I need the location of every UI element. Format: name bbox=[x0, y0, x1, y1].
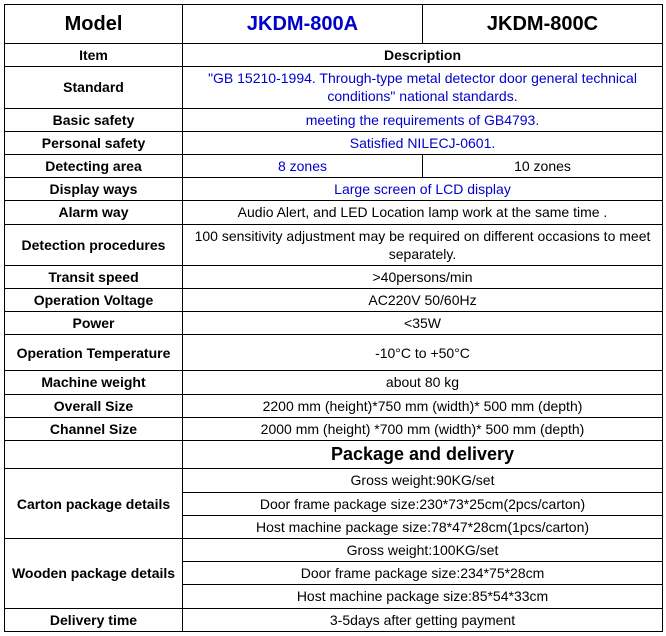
row-item: Item Description bbox=[5, 44, 663, 67]
value-wooden-1: Gross weight:100KG/set bbox=[183, 538, 663, 561]
value-detection-proc: 100 sensitivity adjustment may be requir… bbox=[183, 224, 663, 265]
row-package-section: Package and delivery bbox=[5, 441, 663, 469]
value-carton-3: Host machine package size:78*47*28cm(1pc… bbox=[183, 515, 663, 538]
row-op-temp: Operation Temperature -10°C to +50°C bbox=[5, 335, 663, 371]
row-power: Power <35W bbox=[5, 312, 663, 335]
row-standard: Standard "GB 15210-1994. Through-type me… bbox=[5, 67, 663, 108]
value-op-voltage: AC220V 50/60Hz bbox=[183, 289, 663, 312]
model-label: Model bbox=[5, 5, 183, 44]
label-delivery: Delivery time bbox=[5, 608, 183, 631]
label-overall-size: Overall Size bbox=[5, 394, 183, 417]
value-detecting-area-a: 8 zones bbox=[183, 154, 423, 177]
value-overall-size: 2200 mm (height)*750 mm (width)* 500 mm … bbox=[183, 394, 663, 417]
label-machine-weight: Machine weight bbox=[5, 371, 183, 394]
label-personal-safety: Personal safety bbox=[5, 131, 183, 154]
row-channel-size: Channel Size 2000 mm (height) *700 mm (w… bbox=[5, 417, 663, 440]
label-standard: Standard bbox=[5, 67, 183, 108]
value-personal-safety: Satisfied NILECJ-0601. bbox=[183, 131, 663, 154]
value-carton-2: Door frame package size:230*73*25cm(2pcs… bbox=[183, 492, 663, 515]
value-wooden-2: Door frame package size:234*75*28cm bbox=[183, 562, 663, 585]
row-detection-proc: Detection procedures 100 sensitivity adj… bbox=[5, 224, 663, 265]
value-transit-speed: >40persons/min bbox=[183, 265, 663, 288]
row-overall-size: Overall Size 2200 mm (height)*750 mm (wi… bbox=[5, 394, 663, 417]
label-channel-size: Channel Size bbox=[5, 417, 183, 440]
row-basic-safety: Basic safety meeting the requirements of… bbox=[5, 108, 663, 131]
label-carton: Carton package details bbox=[5, 469, 183, 539]
value-power: <35W bbox=[183, 312, 663, 335]
value-delivery: 3-5days after getting payment bbox=[183, 608, 663, 631]
row-detecting-area: Detecting area 8 zones 10 zones bbox=[5, 154, 663, 177]
row-display-ways: Display ways Large screen of LCD display bbox=[5, 178, 663, 201]
value-standard: "GB 15210-1994. Through-type metal detec… bbox=[183, 67, 663, 108]
label-display-ways: Display ways bbox=[5, 178, 183, 201]
label-op-voltage: Operation Voltage bbox=[5, 289, 183, 312]
label-detecting-area: Detecting area bbox=[5, 154, 183, 177]
header-row: Model JKDM-800A JKDM-800C bbox=[5, 5, 663, 44]
value-item: Description bbox=[183, 44, 663, 67]
value-machine-weight: about 80 kg bbox=[183, 371, 663, 394]
label-power: Power bbox=[5, 312, 183, 335]
label-package-section: Package and delivery bbox=[183, 441, 663, 469]
value-op-temp: -10°C to +50°C bbox=[183, 335, 663, 371]
value-alarm-way: Audio Alert, and LED Location lamp work … bbox=[183, 201, 663, 224]
label-package-section-blank bbox=[5, 441, 183, 469]
row-op-voltage: Operation Voltage AC220V 50/60Hz bbox=[5, 289, 663, 312]
value-detecting-area-c: 10 zones bbox=[423, 154, 663, 177]
label-detection-proc: Detection procedures bbox=[5, 224, 183, 265]
label-alarm-way: Alarm way bbox=[5, 201, 183, 224]
label-transit-speed: Transit speed bbox=[5, 265, 183, 288]
value-basic-safety: meeting the requirements of GB4793. bbox=[183, 108, 663, 131]
model-a: JKDM-800A bbox=[183, 5, 423, 44]
row-carton-1: Carton package details Gross weight:90KG… bbox=[5, 469, 663, 492]
model-c: JKDM-800C bbox=[423, 5, 663, 44]
row-personal-safety: Personal safety Satisfied NILECJ-0601. bbox=[5, 131, 663, 154]
row-transit-speed: Transit speed >40persons/min bbox=[5, 265, 663, 288]
row-alarm-way: Alarm way Audio Alert, and LED Location … bbox=[5, 201, 663, 224]
label-op-temp: Operation Temperature bbox=[5, 335, 183, 371]
value-wooden-3: Host machine package size:85*54*33cm bbox=[183, 585, 663, 608]
label-item: Item bbox=[5, 44, 183, 67]
row-delivery: Delivery time 3-5days after getting paym… bbox=[5, 608, 663, 631]
value-display-ways: Large screen of LCD display bbox=[183, 178, 663, 201]
value-channel-size: 2000 mm (height) *700 mm (width)* 500 mm… bbox=[183, 417, 663, 440]
row-wooden-1: Wooden package details Gross weight:100K… bbox=[5, 538, 663, 561]
label-basic-safety: Basic safety bbox=[5, 108, 183, 131]
spec-table: Model JKDM-800A JKDM-800C Item Descripti… bbox=[4, 4, 663, 632]
row-machine-weight: Machine weight about 80 kg bbox=[5, 371, 663, 394]
value-carton-1: Gross weight:90KG/set bbox=[183, 469, 663, 492]
label-wooden: Wooden package details bbox=[5, 538, 183, 608]
